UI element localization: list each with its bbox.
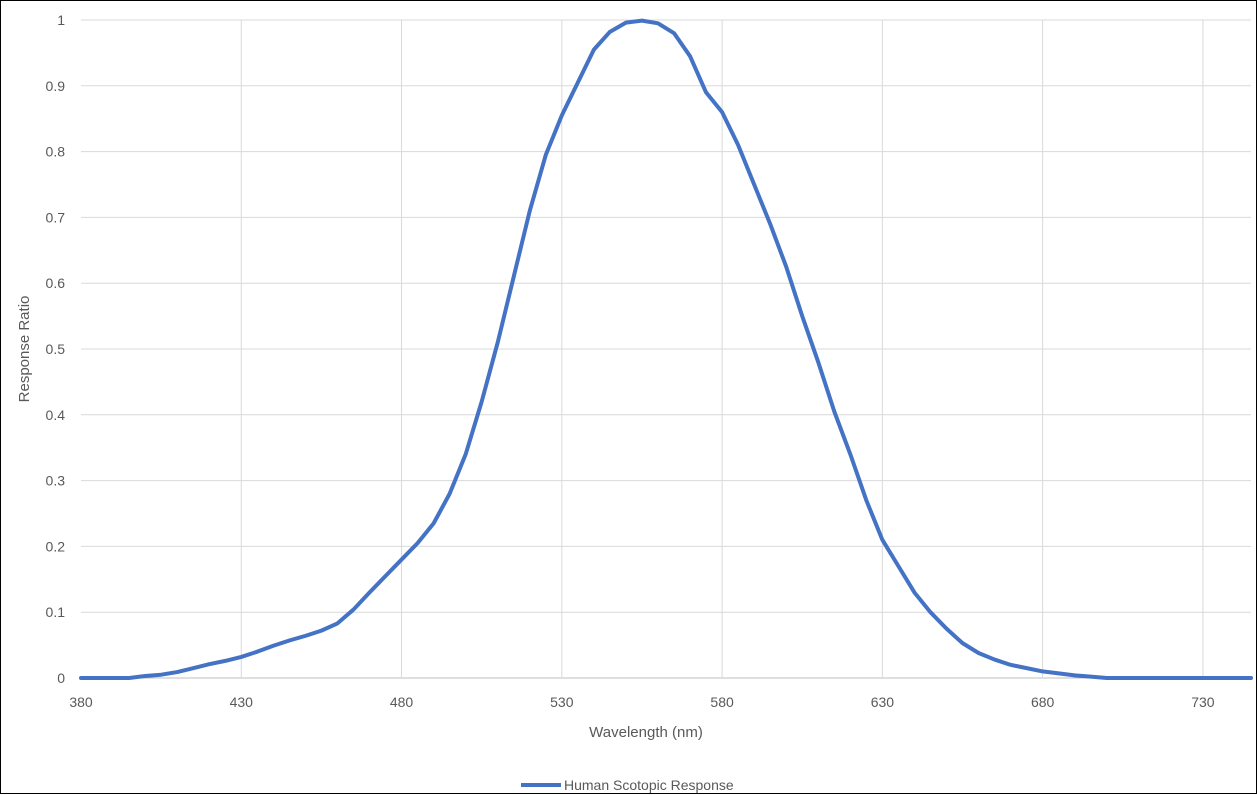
x-tick-label: 380 (69, 694, 93, 710)
y-tick-label: 0.5 (46, 341, 66, 357)
x-tick-label: 480 (390, 694, 414, 710)
x-tick-label: 430 (230, 694, 254, 710)
x-axis-title: Wavelength (nm) (589, 724, 703, 741)
y-tick-label: 0.7 (46, 209, 66, 225)
x-tick-label: 580 (710, 694, 734, 710)
y-tick-labels: 0 0.1 0.2 0.3 0.4 0.5 0.6 0.7 0.8 0.9 1 (46, 12, 66, 686)
x-tick-labels: 380 430 480 530 580 630 680 730 (69, 694, 1214, 710)
gridlines (81, 19, 1251, 679)
y-tick-label: 0.8 (46, 144, 66, 160)
legend-label: Human Scotopic Response (564, 777, 734, 793)
x-tick-label: 630 (871, 694, 895, 710)
x-tick-label: 530 (550, 694, 574, 710)
series-layer (79, 18, 1253, 680)
y-axis-title: Response Ratio (16, 296, 33, 403)
series-line (79, 18, 1253, 680)
y-tick-label: 0.6 (46, 275, 66, 291)
x-tick-label: 680 (1031, 694, 1055, 710)
y-tick-label: 1 (57, 12, 65, 28)
legend: Human Scotopic Response (521, 777, 734, 793)
y-tick-label: 0.3 (46, 473, 66, 489)
y-tick-label: 0.1 (46, 604, 66, 620)
y-tick-label: 0 (57, 670, 65, 686)
y-tick-label: 0.2 (46, 538, 66, 554)
x-tick-label: 730 (1191, 694, 1215, 710)
y-tick-label: 0.9 (46, 78, 66, 94)
y-tick-label: 0.4 (46, 407, 66, 423)
